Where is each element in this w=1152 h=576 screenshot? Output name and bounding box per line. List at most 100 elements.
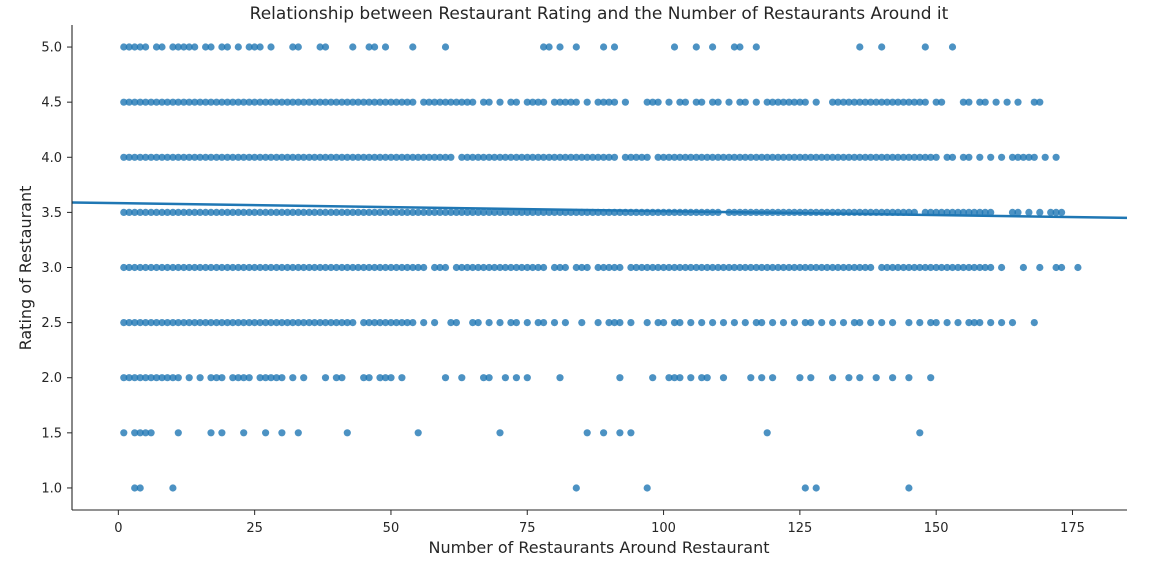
points-layer (120, 43, 1082, 492)
scatter-point (490, 153, 499, 161)
scatter-point (779, 98, 788, 106)
scatter-point (638, 153, 646, 161)
scatter-point (267, 374, 275, 382)
scatter-point (649, 98, 657, 106)
scatter-point (463, 98, 471, 106)
scatter-point (550, 263, 559, 272)
scatter-point (916, 98, 924, 106)
scatter-point (970, 208, 978, 216)
scatter-point (120, 374, 128, 382)
scatter-point (556, 374, 564, 382)
scatter-point (409, 43, 417, 51)
scatter-point (660, 153, 668, 161)
scatter-point (120, 208, 128, 216)
scatter-point (349, 263, 357, 272)
scatter-point (142, 374, 150, 382)
scatter-point (779, 153, 788, 161)
scatter-point (262, 98, 270, 106)
scatter-point (420, 98, 428, 106)
scatter-point (142, 43, 150, 51)
scatter-point (381, 374, 390, 382)
scatter-point (790, 153, 799, 161)
scatter-point (747, 374, 755, 382)
scatter-point (480, 208, 488, 216)
scatter-point (409, 208, 417, 216)
scatter-point (856, 374, 864, 382)
scatter-point (818, 263, 826, 272)
scatter-point (441, 208, 450, 216)
scatter-point (223, 263, 231, 272)
scatter-point (234, 263, 242, 272)
scatter-point (169, 43, 177, 51)
scatter-point (431, 208, 439, 216)
scatter-point (523, 153, 531, 161)
scatter-point (480, 98, 488, 106)
scatter-point (665, 153, 673, 161)
scatter-point (616, 263, 624, 272)
scatter-point (910, 98, 919, 106)
scatter-point (332, 263, 340, 272)
scatter-point (709, 153, 717, 161)
scatter-point (507, 319, 515, 327)
scatter-point (829, 153, 837, 161)
scatter-point (180, 98, 188, 106)
scatter-point (245, 319, 253, 327)
scatter-point (643, 484, 651, 492)
scatter-point (458, 153, 466, 161)
y-tick-label: 2.5 (41, 316, 62, 331)
scatter-point (387, 374, 395, 382)
scatter-point (332, 319, 340, 327)
scatter-point (594, 263, 602, 272)
scatter-point (125, 319, 133, 327)
scatter-point (807, 319, 815, 327)
scatter-point (534, 208, 542, 216)
scatter-point (256, 98, 264, 106)
scatter-point (316, 208, 324, 216)
scatter-point (899, 263, 908, 272)
x-tick-label: 0 (114, 521, 122, 536)
scatter-point (1003, 98, 1011, 106)
x-tick-label: 25 (246, 521, 263, 536)
scatter-point (529, 263, 537, 272)
scatter-point (191, 153, 199, 161)
scatter-point (316, 153, 324, 161)
scatter-point (643, 98, 651, 106)
scatter-point (829, 263, 837, 272)
scatter-point (550, 153, 559, 161)
scatter-point (1019, 153, 1027, 161)
scatter-point (207, 429, 215, 437)
scatter-point (670, 153, 679, 161)
scatter-point (725, 263, 733, 272)
scatter-point (131, 429, 139, 437)
scatter-point (212, 319, 221, 327)
scatter-point (136, 263, 144, 272)
scatter-point (1058, 263, 1066, 272)
scatter-point (185, 43, 193, 51)
scatter-point (698, 98, 706, 106)
scatter-point (965, 153, 973, 161)
scatter-point (938, 263, 946, 272)
scatter-point (463, 153, 471, 161)
scatter-point (878, 153, 886, 161)
scatter-point (785, 263, 793, 272)
scatter-point (174, 153, 182, 161)
scatter-point (839, 319, 848, 327)
scatter-point (125, 153, 133, 161)
scatter-point (616, 429, 624, 437)
scatter-point (441, 263, 450, 272)
scatter-point (267, 263, 275, 272)
scatter-point (572, 153, 580, 161)
scatter-point (202, 43, 210, 51)
scatter-point (752, 43, 760, 51)
scatter-point (283, 208, 291, 216)
scatter-point (692, 263, 700, 272)
scatter-point (251, 98, 259, 106)
scatter-point (496, 208, 504, 216)
scatter-point (965, 208, 973, 216)
scatter-point (910, 263, 919, 272)
scatter-point (142, 153, 150, 161)
scatter-point (147, 98, 155, 106)
scatter-point (632, 153, 640, 161)
scatter-point (398, 319, 406, 327)
scatter-point (790, 263, 799, 272)
